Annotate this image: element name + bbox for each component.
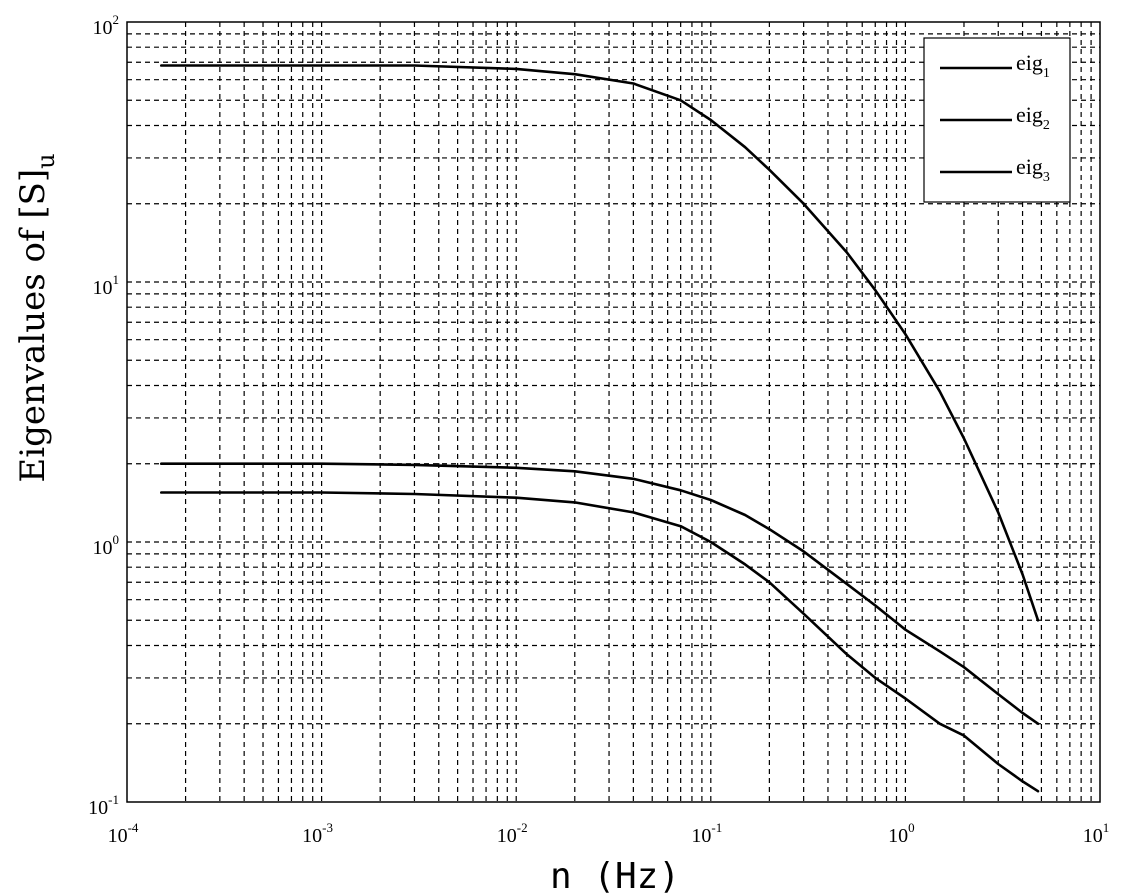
x-tick-label: 100 [888,820,915,847]
x-tick-label: 101 [1083,820,1110,847]
x-tick-label: 10-1 [691,820,722,847]
grid [127,22,1100,802]
y-tick-label: 10-1 [88,792,119,819]
y-tick-labels: 10-1 100 101 102 [88,12,119,819]
y-axis-label-subscript: u [32,153,60,168]
legend-label: eig1 [1016,50,1050,81]
series-group [160,64,1040,793]
legend: eig1 eig2 eig3 [923,37,1071,203]
x-tick-label: 10-2 [497,820,528,847]
y-tick-label: 102 [93,12,120,39]
legend-label: eig3 [1016,154,1050,185]
y-axis-label: Eigenvalues of [S]u [13,153,60,482]
series-line-eig2 [160,462,1040,726]
x-tick-label: 10-4 [108,820,139,847]
x-tick-labels: 10-4 10-3 10-2 10-1 100 101 [108,820,1110,847]
y-tick-label: 100 [93,532,120,559]
series-line-eig1 [160,64,1040,622]
legend-label: eig2 [1016,102,1050,133]
y-tick-label: 101 [93,272,120,299]
plot-frame [126,21,1101,803]
y-axis-label-main: Eigenvalues of [S] [13,169,53,483]
series-line-eig3 [160,491,1040,793]
x-axis-label: n (Hz) [550,856,680,896]
x-tick-label: 10-3 [302,820,333,847]
